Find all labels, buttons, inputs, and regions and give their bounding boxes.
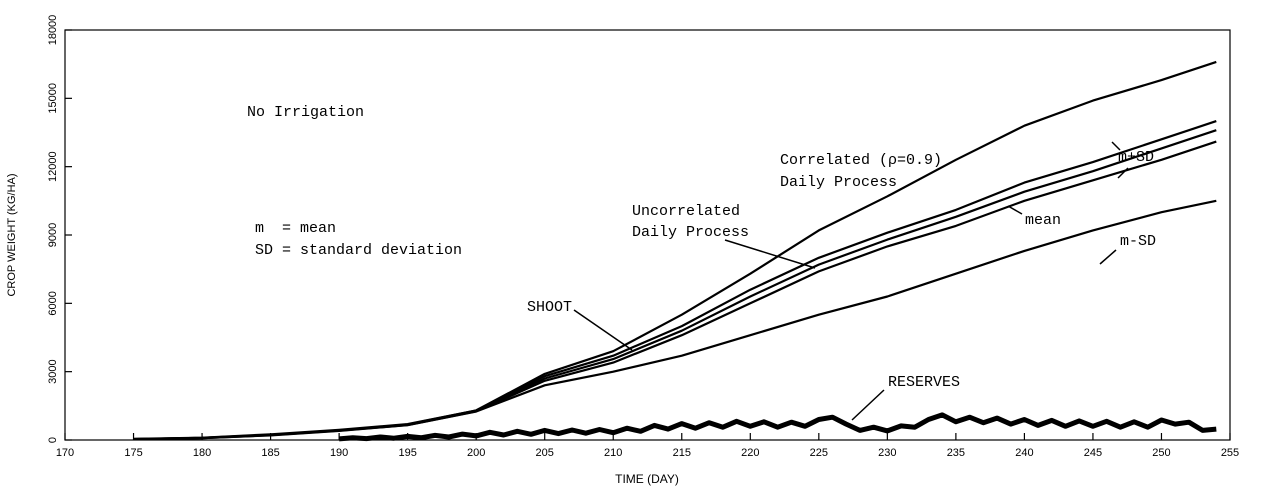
annotation: SD = standard deviation	[255, 242, 462, 259]
y-tick-label: 6000	[47, 291, 59, 315]
y-axis-label: CROP WEIGHT (KG/HA)	[6, 173, 18, 296]
annotation: Daily Process	[632, 224, 749, 241]
series-line	[338, 412, 1217, 442]
leader-line	[1007, 205, 1023, 215]
series-line	[133, 199, 1217, 441]
x-tick-label: 255	[1221, 447, 1239, 459]
annotation: Uncorrelated	[632, 203, 740, 220]
y-tick-label: 3000	[47, 359, 59, 383]
y-tick-label: 9000	[47, 223, 59, 247]
x-tick-label: 240	[1015, 447, 1033, 459]
series-line	[133, 129, 1217, 441]
x-axis-label: TIME (DAY)	[615, 472, 679, 486]
x-tick-label: 190	[330, 447, 348, 459]
leader-line	[573, 309, 633, 351]
x-tick-label: 215	[673, 447, 691, 459]
x-tick-label: 235	[947, 447, 965, 459]
annotation: Daily Process	[780, 174, 897, 191]
x-tick-label: 200	[467, 447, 485, 459]
x-tick-label: 220	[741, 447, 759, 459]
annotation: mean	[1025, 212, 1061, 229]
y-tick-label: 12000	[47, 151, 59, 182]
annotation: m = mean	[255, 220, 336, 237]
leader-line	[724, 239, 816, 269]
annotation: Correlated (ρ=0.9)	[780, 152, 942, 169]
x-tick-label: 175	[124, 447, 142, 459]
x-tick-label: 225	[810, 447, 828, 459]
y-tick-label: 0	[47, 437, 59, 443]
x-tick-label: 185	[261, 447, 279, 459]
y-tick-label: 18000	[47, 15, 59, 46]
annotation: m-SD	[1120, 233, 1156, 250]
annotation: RESERVES	[888, 374, 960, 391]
leader-line	[1111, 141, 1121, 151]
series-line	[133, 140, 1217, 441]
x-tick-label: 170	[56, 447, 74, 459]
x-tick-label: 230	[878, 447, 896, 459]
y-tick-label: 15000	[47, 83, 59, 114]
x-tick-label: 250	[1152, 447, 1170, 459]
x-tick-label: 210	[604, 447, 622, 459]
x-tick-label: 180	[193, 447, 211, 459]
x-tick-label: 195	[398, 447, 416, 459]
leader-line	[1099, 249, 1117, 265]
leader-line	[851, 389, 885, 421]
annotation: SHOOT	[527, 299, 572, 316]
x-tick-label: 245	[1084, 447, 1102, 459]
series-line	[133, 120, 1217, 441]
x-tick-label: 205	[536, 447, 554, 459]
annotation: No Irrigation	[247, 104, 364, 121]
